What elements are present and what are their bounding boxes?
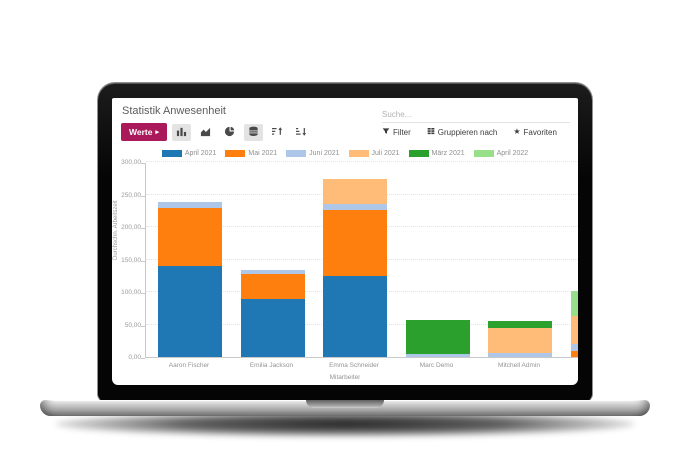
bar-segment[interactable] <box>405 319 470 354</box>
y-tick-mark <box>141 228 145 229</box>
line-chart-icon <box>200 125 211 140</box>
filter-icon <box>382 127 390 137</box>
star-icon: ★ <box>513 127 521 136</box>
legend-label: Juli 2021 <box>371 150 400 157</box>
pie-chart-button[interactable] <box>220 124 239 141</box>
legend-swatch <box>473 150 494 157</box>
search-panel-controls: Filter Gruppieren nach ★ Favoriten <box>382 127 557 137</box>
bar-segment[interactable] <box>158 266 222 357</box>
bar-chart-button[interactable] <box>171 123 191 141</box>
y-tick-mark <box>141 163 145 164</box>
bar-segment[interactable] <box>323 203 387 211</box>
legend-label: März 2021 <box>431 150 465 157</box>
app-window: Statistik Anwesenheit Werte ▸ <box>112 98 578 385</box>
bar-marc-demo[interactable] <box>405 319 470 357</box>
y-tick-label: 150,00 <box>121 256 141 264</box>
sort-descending-icon <box>295 125 307 140</box>
y-tick-label: 100,00 <box>121 289 141 296</box>
bar-aaron-fischer[interactable] <box>158 202 222 357</box>
x-axis-title: Mitarbeiter <box>329 374 361 381</box>
x-tick-label: Emilia Jackson <box>249 362 294 369</box>
laptop-hinge-notch <box>306 400 384 408</box>
y-tick-label: 300,00 <box>121 159 141 166</box>
favorites-label: Favoriten <box>523 127 557 137</box>
y-tick-label: 200,00 <box>121 224 141 231</box>
measures-button[interactable]: Werte ▸ <box>121 123 167 141</box>
bar-segment[interactable] <box>405 353 470 357</box>
legend-swatch <box>161 150 182 157</box>
bar-segment[interactable] <box>158 207 222 266</box>
bar-emilia-jackson[interactable] <box>240 269 305 357</box>
x-tick-label: Marc Demo <box>419 362 454 369</box>
legend-item[interactable]: März 2021 <box>408 150 465 157</box>
bar-segment[interactable] <box>158 202 222 208</box>
y-tick-mark <box>141 325 145 327</box>
page-title: Statistik Anwesenheit <box>122 105 226 117</box>
gridline <box>146 161 578 162</box>
graph-toolbar: Werte ▸ <box>121 123 311 141</box>
legend-item[interactable]: April 2022 <box>473 150 529 157</box>
filter-label: Filter <box>393 127 411 137</box>
plot-area <box>145 161 578 358</box>
caret-icon: ▸ <box>155 128 159 136</box>
bar-segment[interactable] <box>240 274 305 299</box>
bar-mitchell-admin[interactable] <box>488 321 552 357</box>
line-chart-button[interactable] <box>196 124 215 141</box>
y-tick-label: 50,00 <box>124 321 141 329</box>
bar-segment[interactable] <box>323 178 387 204</box>
groupby-button[interactable]: Gruppieren nach <box>427 127 498 137</box>
bar-segment[interactable] <box>570 351 578 357</box>
bar-partial[interactable] <box>570 290 578 357</box>
measures-label: Werte <box>129 127 153 137</box>
chart-legend: April 2021 Mai 2021 Juni 2021 Juli 2021 März… <box>112 150 578 157</box>
search-box <box>382 104 570 123</box>
legend-swatch <box>348 150 369 157</box>
legend-swatch <box>225 150 246 157</box>
search-input[interactable] <box>382 108 570 123</box>
laptop-base <box>40 400 650 416</box>
legend-label: April 2022 <box>496 150 529 157</box>
bar-segment[interactable] <box>570 344 578 352</box>
bar-segment[interactable] <box>488 327 552 354</box>
x-tick-label: Mitchell Admin <box>498 362 540 369</box>
legend-item[interactable]: Mai 2021 <box>225 150 277 157</box>
bar-segment[interactable] <box>240 298 305 357</box>
pie-chart-icon <box>224 125 235 140</box>
y-tick-mark <box>141 358 145 359</box>
bar-segment[interactable] <box>323 275 387 357</box>
legend-item[interactable]: Juni 2021 <box>286 150 340 157</box>
groupby-label: Gruppieren nach <box>437 127 498 137</box>
legend-swatch <box>286 150 307 157</box>
sort-ascending-icon <box>271 125 283 140</box>
y-tick-mark <box>141 293 145 294</box>
favorites-button[interactable]: ★ Favoriten <box>513 127 557 137</box>
x-tick-label: Emma Schneider <box>329 362 379 369</box>
sort-ascending-button[interactable] <box>268 124 287 141</box>
legend-swatch <box>408 150 429 157</box>
sort-descending-button[interactable] <box>292 124 311 141</box>
bar-segment[interactable] <box>240 269 305 275</box>
bar-segment[interactable] <box>488 353 552 357</box>
x-tick-label: Aaron Fischer <box>168 362 210 369</box>
legend-label: April 2021 <box>184 150 217 157</box>
bar-segment[interactable] <box>570 316 578 345</box>
stacked-toggle-button[interactable] <box>243 123 263 141</box>
bar-emma-schneider[interactable] <box>323 178 387 357</box>
y-tick-label: 250,00 <box>121 191 141 199</box>
legend-label: Mai 2021 <box>248 150 278 157</box>
y-tick-mark <box>141 195 145 197</box>
y-tick-mark <box>141 260 145 262</box>
legend-item[interactable]: Juli 2021 <box>348 150 400 157</box>
filter-button[interactable]: Filter <box>382 127 411 137</box>
bar-chart-icon <box>176 125 187 140</box>
grid-icon <box>427 127 435 137</box>
bar-segment[interactable] <box>570 290 578 317</box>
legend-label: Juni 2021 <box>309 150 340 157</box>
stacked-icon <box>248 125 259 140</box>
bar-segment[interactable] <box>488 321 552 328</box>
bar-segment[interactable] <box>323 210 387 276</box>
legend-item[interactable]: April 2021 <box>161 150 217 157</box>
y-tick-label: 0,00 <box>128 354 141 361</box>
